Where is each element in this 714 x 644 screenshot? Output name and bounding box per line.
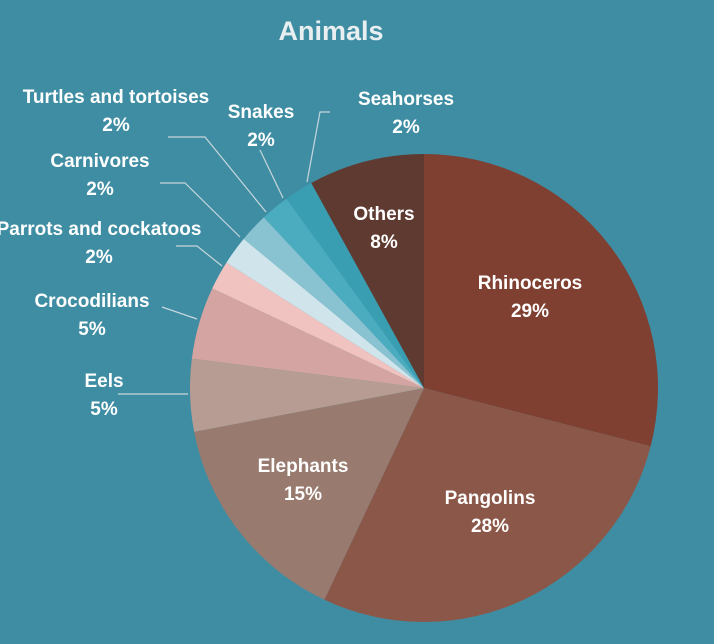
- leader-line: [168, 136, 267, 213]
- pie-slices: [190, 153, 659, 622]
- slice-label-value: 2%: [102, 115, 130, 136]
- leader-line: [176, 245, 223, 267]
- leader-line: [259, 149, 284, 199]
- slice-label-value: 5%: [90, 399, 118, 420]
- leader-line: [161, 306, 198, 320]
- slice-label: Turtles and tortoises 2%: [23, 87, 210, 136]
- slice-label-name: Carnivores: [50, 151, 149, 172]
- slice-label: Parrots and cockatoos 2%: [0, 219, 201, 268]
- pie-slice-pangolins: [324, 388, 651, 622]
- slice-label-value: 15%: [284, 484, 322, 505]
- slice-label-value: 2%: [86, 179, 114, 200]
- slice-labels: Rhinoceros 29% Pangolins 28% Elephants 15% Eel…: [0, 87, 582, 537]
- slice-label-name: Elephants: [258, 456, 349, 477]
- leader-lines: [118, 111, 330, 395]
- slice-label-name: Turtles and tortoises: [23, 87, 210, 108]
- leader-line: [160, 182, 241, 238]
- chart-title: Animals: [278, 16, 383, 46]
- slice-label-name: Pangolins: [445, 488, 536, 509]
- slice-label-value: 2%: [247, 130, 275, 151]
- pie-slice-elephants: [194, 388, 424, 600]
- slice-label: Crocodilians 5%: [34, 291, 149, 340]
- slice-label: Rhinoceros 29%: [478, 273, 583, 322]
- slice-label-name: Eels: [84, 371, 123, 392]
- slice-label: Elephants 15%: [258, 456, 349, 505]
- slice-label: Seahorses 2%: [358, 89, 454, 138]
- slice-label: Snakes 2%: [228, 102, 295, 151]
- pie-slice-eels: [190, 358, 424, 432]
- slice-label: Pangolins 28%: [445, 488, 536, 537]
- leader-line: [306, 111, 330, 183]
- pie-slice-crocodilians: [191, 288, 424, 388]
- slice-label-name: Snakes: [228, 102, 295, 123]
- pie-slice-snakes: [263, 198, 424, 388]
- slice-label-value: 28%: [471, 516, 509, 537]
- pie-slice-parrots-and-cockatoos: [212, 262, 424, 388]
- pie-slice-turtles-and-tortoises: [243, 217, 424, 388]
- slice-label-value: 2%: [85, 247, 113, 268]
- slice-label-name: Rhinoceros: [478, 273, 583, 294]
- slice-label-value: 5%: [78, 319, 106, 340]
- slice-label-name: Seahorses: [358, 89, 454, 110]
- slice-label: Others 8%: [353, 204, 414, 253]
- slice-label: Carnivores 2%: [50, 151, 149, 200]
- slice-label-name: Crocodilians: [34, 291, 149, 312]
- pie-slice-rhinoceros: [424, 153, 659, 447]
- pie-slice-others: [311, 154, 424, 388]
- slice-label: Eels 5%: [84, 371, 123, 420]
- slice-label-value: 29%: [511, 301, 549, 322]
- slice-label-name: Parrots and cockatoos: [0, 219, 201, 240]
- slice-label-value: 8%: [370, 232, 398, 253]
- pie-slice-carnivores: [226, 238, 424, 388]
- slice-label-value: 2%: [392, 117, 420, 138]
- pie-slice-seahorses: [286, 182, 424, 388]
- slice-label-name: Others: [353, 204, 414, 225]
